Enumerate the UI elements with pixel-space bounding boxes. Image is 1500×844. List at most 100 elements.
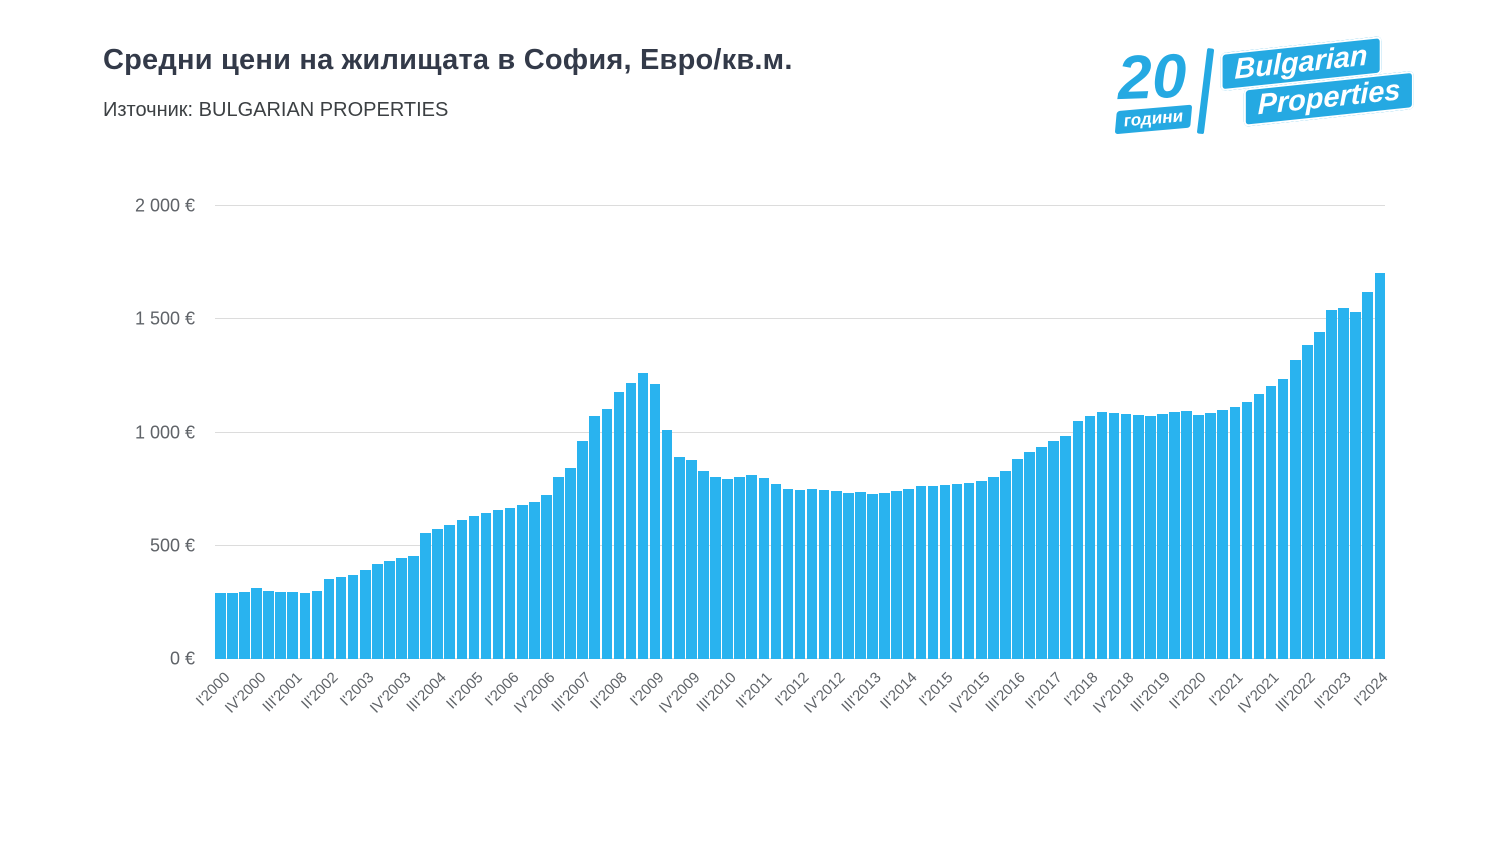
bar-quarter-54: [867, 494, 878, 659]
bar-quarter-53: [855, 491, 866, 659]
x-axis-tick-label: III'2016: [982, 669, 1030, 716]
chart-title: Средни цени на жилищата в София, Евро/кв…: [103, 44, 793, 76]
bar-quarter-76: [1132, 414, 1144, 659]
bar-quarter-79: [1169, 411, 1180, 659]
bar-quarter-41: [710, 476, 721, 659]
bar-quarter-87: [1265, 386, 1277, 659]
bar-quarter-23: [492, 509, 504, 659]
bar-quarter-80: [1181, 410, 1192, 659]
bar-quarter-74: [1108, 413, 1120, 659]
gridline-2000: [215, 205, 1385, 206]
bar-quarter-68: [1036, 447, 1047, 659]
bar-quarter-29: [565, 467, 576, 659]
x-axis-tick-label: II'2008: [587, 669, 632, 713]
page-header: Средни цени на жилищата в София, Евро/кв…: [0, 0, 1500, 135]
bar-quarter-38: [673, 456, 685, 659]
bar-quarter-77: [1145, 415, 1156, 659]
bar-quarter-75: [1120, 413, 1132, 659]
bar-quarter-56: [891, 490, 902, 659]
bar-quarter-15: [396, 558, 407, 659]
logo-20-years: 20 години: [1113, 42, 1192, 135]
x-axis-tick-label: III'2001: [258, 669, 306, 716]
bar-quarter-34: [625, 383, 637, 659]
bar-quarter-7: [299, 592, 311, 659]
bar-quarter-78: [1157, 413, 1168, 659]
bar-quarter-40: [698, 470, 709, 659]
x-axis-tick-label: II'2017: [1021, 669, 1066, 713]
x-axis-tick-label: III'2010: [693, 669, 740, 716]
bar-quarter-96: [1374, 272, 1386, 659]
bar-quarter-3: [251, 588, 262, 659]
bar-quarter-10: [335, 577, 347, 659]
x-axis-tick-label: III'2004: [403, 669, 451, 716]
x-axis-tick-label: III'2022: [1272, 669, 1319, 716]
bar-quarter-63: [975, 480, 987, 659]
bar-quarter-62: [963, 482, 975, 659]
bar-quarter-9: [323, 579, 335, 659]
bar-quarter-57: [903, 488, 915, 659]
bar-quarter-49: [806, 488, 818, 659]
bar-quarter-55: [879, 493, 890, 659]
x-axis-tick-label: III'2007: [548, 669, 595, 716]
bar-quarter-88: [1277, 378, 1289, 659]
title-block: Средни цени на жилищата в София, Евро/кв…: [103, 44, 793, 122]
bar-quarter-8: [311, 590, 323, 659]
bulgarian-properties-logo: 20 години Bulgarian Properties: [1113, 36, 1415, 137]
bar-quarter-61: [951, 484, 963, 659]
bar-quarter-64: [988, 477, 999, 659]
bar-quarter-36: [649, 383, 661, 659]
x-axis-tick-label: II'2020: [1166, 669, 1211, 713]
bar-quarter-65: [1000, 471, 1011, 659]
bar-quarter-95: [1362, 292, 1373, 659]
y-axis-tick-label: 0 €: [169, 648, 195, 669]
logo-divider-bar: [1196, 47, 1214, 135]
bar-quarter-6: [287, 592, 299, 659]
bar-quarter-18: [432, 529, 443, 659]
bar-quarter-94: [1350, 312, 1361, 659]
bar-quarter-0: [215, 593, 226, 659]
bar-quarter-20: [456, 520, 468, 659]
bar-quarter-31: [589, 416, 600, 659]
bar-quarter-70: [1060, 435, 1072, 659]
x-axis: I'2000 IV'2000 III'2001 II'2002 I'2003 IV'200…: [192, 659, 1391, 779]
bar-quarter-59: [927, 486, 939, 659]
bar-quarter-58: [915, 486, 927, 659]
bar-quarter-43: [734, 477, 745, 659]
bar-quarter-48: [794, 489, 806, 659]
bar-quarter-69: [1048, 441, 1059, 659]
bar-quarter-25: [516, 505, 528, 659]
bar-quarter-17: [420, 533, 431, 659]
bar-quarter-83: [1217, 410, 1229, 659]
gridline-1500: [215, 318, 1385, 320]
chart-source: Източник: BULGARIAN PROPERTIES: [103, 99, 449, 121]
bar-quarter-50: [818, 489, 830, 659]
bar-quarter-82: [1205, 413, 1216, 659]
bar-quarter-72: [1084, 415, 1096, 659]
bar-quarter-93: [1338, 308, 1349, 659]
bar-quarter-12: [359, 569, 371, 659]
bar-quarter-35: [637, 373, 649, 659]
x-axis-tick-label: I'2024: [1350, 669, 1391, 710]
logo-brand-name: Bulgarian Properties: [1219, 36, 1415, 127]
bar-quarter-85: [1241, 401, 1253, 659]
bar-quarter-16: [408, 555, 419, 659]
y-axis-tick-label: 1 000 €: [134, 422, 195, 442]
x-axis-tick-label: II'2005: [442, 669, 487, 713]
bar-quarter-60: [939, 485, 951, 659]
bar-quarter-26: [529, 502, 540, 659]
bar-quarter-66: [1012, 459, 1023, 659]
bar-quarter-90: [1302, 344, 1313, 659]
bar-quarter-73: [1096, 411, 1108, 659]
bar-quarter-33: [613, 392, 625, 659]
bar-quarter-30: [577, 441, 588, 659]
bar-quarter-46: [770, 484, 782, 659]
bar-quarter-11: [347, 574, 359, 659]
bar-quarter-21: [468, 515, 480, 659]
bar-quarter-37: [661, 429, 673, 659]
bar-quarter-32: [601, 408, 613, 659]
bar-quarter-86: [1253, 394, 1265, 659]
bar-quarter-67: [1024, 452, 1035, 659]
bar-quarter-22: [480, 512, 492, 659]
bar-quarter-2: [239, 591, 250, 659]
bar-quarter-19: [444, 524, 456, 659]
